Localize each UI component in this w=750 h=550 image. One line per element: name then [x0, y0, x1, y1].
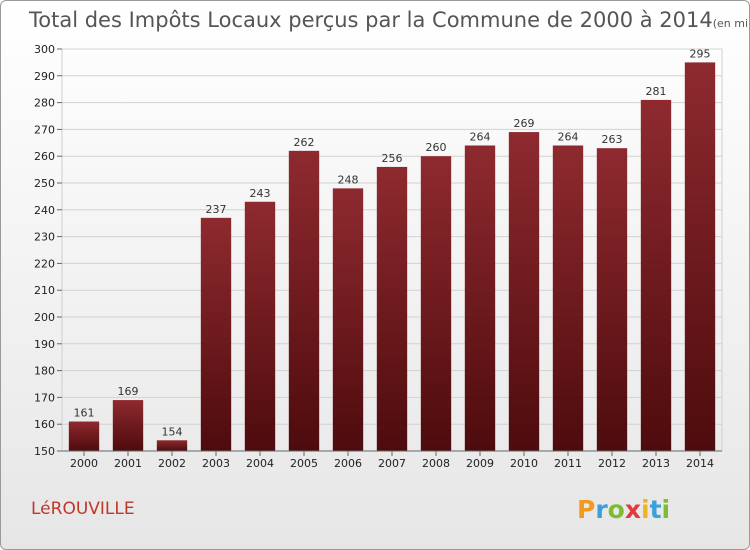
bar-2014: [684, 62, 716, 452]
bar-2010: [508, 132, 540, 451]
proxiti-logo: Proxiti: [577, 495, 670, 524]
logo-letter: i: [662, 495, 671, 524]
y-tick-label: 230: [34, 231, 55, 244]
bar-2001: [112, 400, 144, 451]
bar-value-label: 154: [162, 425, 183, 438]
y-tick-label: 280: [34, 97, 55, 110]
bar-2004: [244, 201, 276, 451]
x-tick-label: 2003: [202, 457, 230, 470]
bar-value-label: 269: [514, 117, 535, 130]
x-tick-label: 2014: [686, 457, 714, 470]
bar-2000: [68, 421, 100, 451]
x-tick-label: 2000: [70, 457, 98, 470]
x-tick-label: 2012: [598, 457, 626, 470]
bar-value-label: 264: [470, 130, 491, 143]
commune-name: LéROUVILLE: [31, 499, 135, 519]
bar-value-label: 256: [382, 152, 403, 165]
bar-2009: [464, 145, 496, 452]
x-tick-label: 2001: [114, 457, 142, 470]
y-tick-label: 270: [34, 123, 55, 136]
bar-2002: [156, 440, 188, 451]
logo-letter: x: [625, 495, 641, 524]
logo-letter: i: [641, 495, 650, 524]
logo-letter: P: [577, 495, 595, 524]
bar-2011: [552, 145, 584, 452]
y-tick-label: 300: [34, 43, 55, 56]
y-tick-label: 160: [34, 418, 55, 431]
logo-letter: o: [608, 495, 625, 524]
y-tick-label: 200: [34, 311, 55, 324]
bar-value-label: 243: [250, 187, 271, 200]
bar-labels: 161 169 154 237 243 262 248 256 260 264 269 264 263 2…: [74, 47, 711, 438]
logo-letter: r: [595, 495, 608, 524]
y-tick-label: 180: [34, 365, 55, 378]
y-tick-label: 210: [34, 284, 55, 297]
x-tick-label: 2004: [246, 457, 274, 470]
bar-value-label: 260: [426, 141, 447, 154]
chart-title: Total des Impôts Locaux perçus par la Co…: [28, 8, 749, 32]
bar-value-label: 262: [294, 136, 315, 149]
y-tick-label: 190: [34, 338, 55, 351]
bar-value-label: 295: [690, 47, 711, 60]
bar-value-label: 169: [118, 385, 139, 398]
bar-2008: [420, 156, 452, 451]
y-tick-label: 220: [34, 257, 55, 270]
logo-letter: t: [650, 495, 662, 524]
bar-value-label: 248: [338, 173, 359, 186]
x-tick-label: 2008: [422, 457, 450, 470]
bar-value-label: 263: [602, 133, 623, 146]
bar-2013: [640, 99, 672, 452]
bar-value-label: 281: [646, 85, 667, 98]
y-axis-ticks: 150 160 170 180 190 200 210 220 230 240 250 260 270 2…: [34, 43, 62, 458]
bar-2012: [596, 148, 628, 451]
x-tick-label: 2009: [466, 457, 494, 470]
y-tick-label: 290: [34, 70, 55, 83]
chart-title-main: Total des Impôts Locaux perçus par la Co…: [28, 8, 713, 32]
bar-2005: [288, 150, 320, 451]
y-tick-label: 240: [34, 204, 55, 217]
bars: [68, 62, 716, 452]
bar-value-label: 237: [206, 203, 227, 216]
x-tick-label: 2011: [554, 457, 582, 470]
bar-2007: [376, 166, 408, 452]
x-axis-ticks: 2000 2001 2002 2003 2004 2005 2006 2007 2008 2009…: [70, 451, 714, 470]
x-tick-label: 2002: [158, 457, 186, 470]
x-tick-label: 2013: [642, 457, 670, 470]
y-tick-label: 250: [34, 177, 55, 190]
x-tick-label: 2006: [334, 457, 362, 470]
x-tick-label: 2005: [290, 457, 318, 470]
bar-2006: [332, 188, 364, 452]
chart-subtitle: (en milliers d'€): [713, 17, 749, 30]
x-tick-label: 2010: [510, 457, 538, 470]
y-tick-label: 170: [34, 391, 55, 404]
x-tick-label: 2007: [378, 457, 406, 470]
bar-value-label: 264: [558, 130, 579, 143]
y-tick-label: 260: [34, 150, 55, 163]
bar-value-label: 161: [74, 407, 95, 420]
y-tick-label: 150: [34, 445, 55, 458]
bar-2003: [200, 217, 232, 451]
